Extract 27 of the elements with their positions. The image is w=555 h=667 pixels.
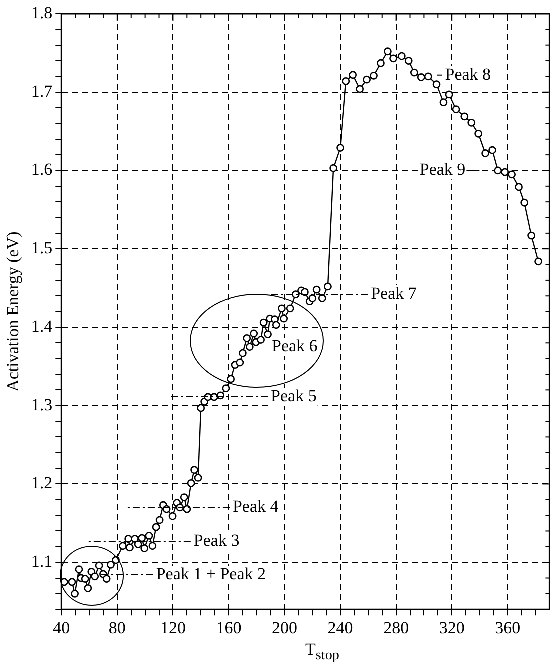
x-tick-label: 320 (439, 618, 465, 638)
annotation: Peak 1 + Peak 2 (156, 564, 266, 584)
annotation: Peak 8 (445, 64, 492, 84)
x-tick-label: 120 (160, 618, 186, 638)
x-tick-label: 240 (328, 618, 354, 638)
y-tick-label: 1.5 (31, 238, 53, 258)
y-tick-label: 1.4 (31, 316, 54, 336)
x-axis-title: T$_{stop}$ (304, 640, 340, 664)
y-tick-label: 1.1 (31, 552, 53, 572)
x-tick-label: 200 (272, 618, 298, 638)
y-tick-label: 1.3 (31, 395, 53, 414)
x-tick-label: 360 (495, 618, 521, 638)
y-tick-label: 1.8 (31, 3, 53, 22)
annotation: Peak 4 (232, 497, 280, 516)
x-tick-label: 40 (53, 618, 70, 638)
annotation: Peak 3 (194, 531, 240, 550)
x-tick-label: 280 (384, 618, 410, 638)
y-tick-label: 1.2 (31, 474, 53, 493)
y-tick-label: 1.7 (31, 82, 54, 101)
annotation: Peak 6 (272, 336, 318, 356)
y-tick-label: 1.6 (31, 160, 53, 180)
y-axis-title: Activation Energy (eV) (4, 232, 23, 392)
annotation: Peak 9 (420, 160, 466, 180)
annotation: Peak 7 (371, 284, 418, 303)
x-tick-label: 160 (216, 618, 242, 638)
annotation: Peak 5 (271, 386, 317, 406)
x-tick-label: 80 (108, 618, 126, 638)
